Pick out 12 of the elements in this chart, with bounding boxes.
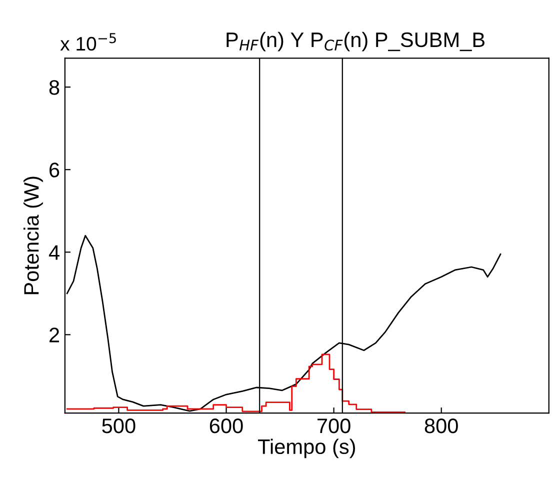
x-tick-label: 500 [102, 418, 136, 434]
x-axis-title: Tiempo (s) [258, 438, 356, 458]
y-tick-label: 2 [50, 328, 60, 342]
x-tick-label: 700 [317, 418, 350, 434]
y-tick-label: 4 [48, 245, 60, 260]
y-tick-label: 8 [49, 80, 60, 95]
y-tick-label: 6 [50, 162, 60, 178]
chart-title: P$_{HF}$(n) Y P$_{CF}$(n) P_SUBM_B [226, 32, 484, 52]
x-tick-label: 600 [210, 418, 243, 434]
y-axis-title: Potencia (W) [24, 176, 43, 294]
text: x 10$^{−5}$ [60, 33, 116, 51]
x-tick-label: 800 [424, 418, 458, 434]
